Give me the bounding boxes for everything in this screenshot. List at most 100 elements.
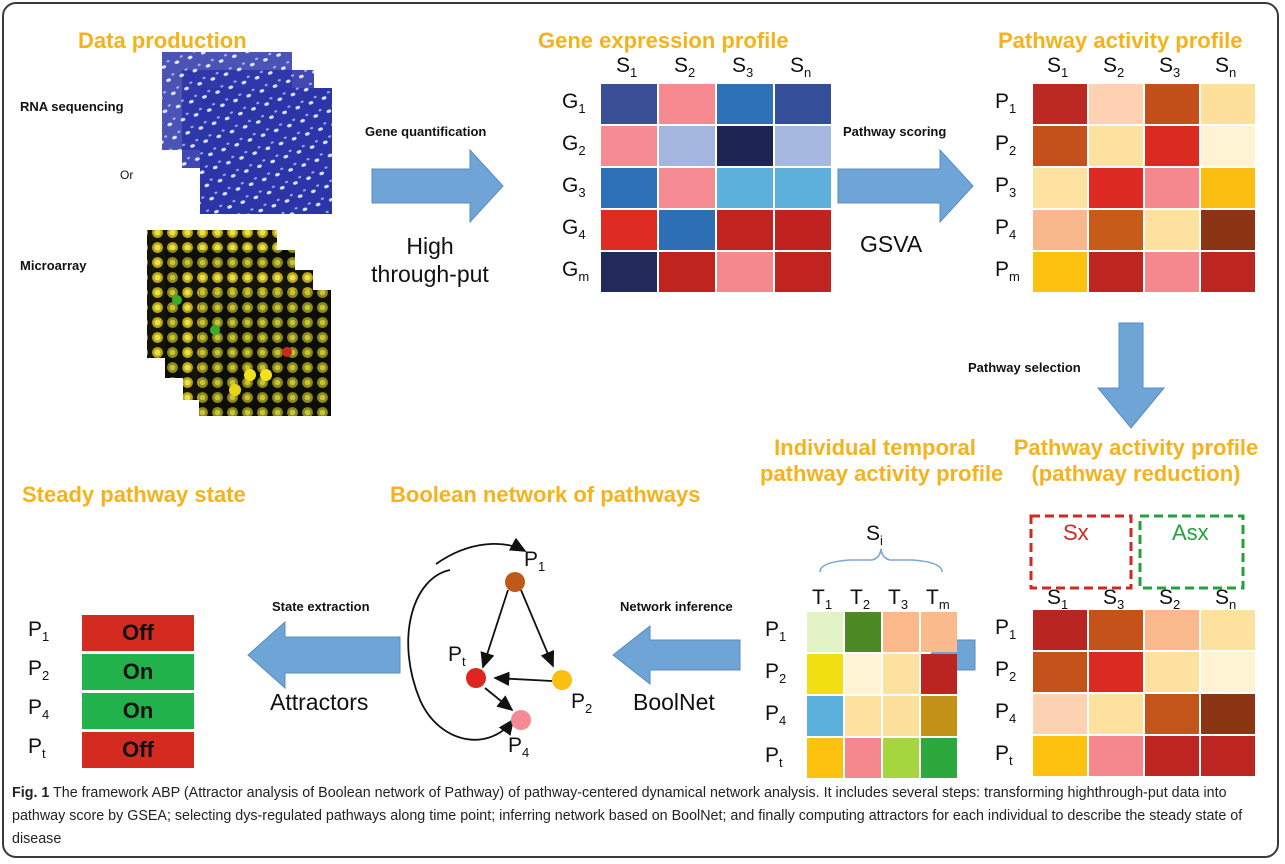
steady-row-label-3: Pt [28, 735, 46, 761]
pathway-scoring-label: Pathway scoring [843, 124, 947, 139]
gene-row-2-main: G [562, 174, 579, 197]
reduced-col-2: S2 [1159, 586, 1180, 612]
si-label: Si [866, 522, 883, 548]
steady-row-label-1-main: P [28, 657, 43, 680]
network-edges [407, 537, 555, 741]
temporal-cell [807, 738, 843, 778]
gene-cell [659, 168, 715, 208]
pathway-row-4-main: P [995, 258, 1010, 281]
temporal-cell [921, 738, 957, 778]
steady-state-0: Off [82, 615, 194, 651]
pathway-cell [1089, 84, 1143, 124]
temporal-cell [883, 654, 919, 694]
gene-cell [775, 168, 831, 208]
pathway-cell [1033, 84, 1087, 124]
reduced-row-1-main: P [995, 658, 1010, 681]
gene-col-1: S2 [674, 54, 695, 80]
node-label-p2: P2 [571, 690, 592, 716]
title-pathway-activity: Pathway activity profile [998, 28, 1243, 53]
pathway-row-4: Pm [995, 258, 1020, 284]
node-label-pt-sub: t [462, 654, 466, 670]
reduced-row-3-main: P [995, 742, 1010, 765]
pathway-row-2: P3 [995, 174, 1016, 200]
temporal-cell [807, 654, 843, 694]
gene-row-3-main: G [562, 216, 579, 239]
node-label-p2-main: P [571, 690, 586, 713]
temporal-row-2-main: P [765, 702, 780, 725]
reduced-col-0: S1 [1047, 586, 1068, 612]
steady-row-label-0-sub: 1 [42, 629, 50, 645]
temporal-cell [845, 696, 881, 736]
temporal-row-1-sub: 2 [779, 671, 787, 687]
pathway-cell [1145, 210, 1199, 250]
node-label-p2-sub: 2 [585, 701, 593, 717]
reduced-col-3-main: S [1215, 586, 1230, 609]
gene-cell [717, 84, 773, 124]
gene-col-0: S1 [616, 54, 637, 80]
reduced-row-0-sub: 1 [1009, 627, 1017, 643]
steady-row-label-0-main: P [28, 618, 43, 641]
gene-cell [601, 168, 657, 208]
high-throughput-line1: High [406, 233, 454, 259]
title-data-production: Data production [78, 28, 247, 53]
arrow-pathway-scoring [837, 148, 974, 224]
steady-row-label-0: P1 [28, 618, 49, 644]
temporal-cell [883, 696, 919, 736]
node-label-p1: P1 [524, 548, 545, 574]
reduced-cell [1089, 736, 1143, 776]
pathway-cell [1089, 252, 1143, 292]
steady-state-1: On [82, 654, 194, 690]
gene-cell [659, 252, 715, 292]
pathway-row-4-sub: m [1009, 269, 1020, 285]
edge-loop [407, 569, 515, 741]
title-steady-state: Steady pathway state [22, 482, 246, 507]
pathway-col-3-main: S [1215, 54, 1230, 77]
asx-box [1138, 514, 1245, 590]
pathway-col-3: Sn [1215, 54, 1236, 80]
network-inference-label: Network inference [620, 599, 733, 614]
reduced-cell [1145, 736, 1199, 776]
pathway-col-2-main: S [1159, 54, 1174, 77]
temporal-cell [883, 738, 919, 778]
microarray-image [147, 230, 331, 416]
steady-row-label-2-main: P [28, 696, 43, 719]
title-temporal-profile: Individual temporal pathway activity pro… [760, 435, 1004, 487]
arrow-network-inference [612, 624, 741, 686]
node-pt [466, 668, 486, 688]
pathway-col-0-main: S [1047, 54, 1062, 77]
reduced-cell [1145, 610, 1199, 650]
gene-cell [601, 252, 657, 292]
reduced-row-2-main: P [995, 700, 1010, 723]
si-brace [819, 548, 943, 573]
pathway-cell [1089, 210, 1143, 250]
temporal-cell [845, 612, 881, 652]
arrow-state-extraction [247, 620, 401, 690]
temporal-cell [883, 612, 919, 652]
gene-row-3-sub: 4 [578, 227, 586, 243]
gene-cell [601, 84, 657, 124]
gene-row-1-sub: 2 [578, 143, 586, 159]
temporal-col-0-main: T [812, 586, 825, 609]
pathway-cell [1201, 210, 1255, 250]
temporal-col-0: T1 [812, 586, 832, 612]
reduced-row-3: Pt [995, 742, 1013, 768]
title-temporal-line2: pathway activity profile [760, 461, 1004, 486]
gene-row-3: G4 [562, 216, 586, 242]
temporal-row-3: Pt [765, 744, 783, 770]
node-p4 [511, 710, 531, 730]
edge-p1-p2 [520, 589, 555, 668]
pathway-row-3-main: P [995, 216, 1010, 239]
steady-state-2: On [82, 693, 194, 729]
temporal-cell [845, 654, 881, 694]
gene-row-0-main: G [562, 90, 579, 113]
reduced-row-2: P4 [995, 700, 1016, 726]
reduced-row-1: P2 [995, 658, 1016, 684]
reduced-row-0-main: P [995, 616, 1010, 639]
reduced-col-2-sub: 2 [1173, 597, 1181, 613]
temporal-row-0-sub: 1 [779, 629, 787, 645]
node-label-pt: Pt [448, 643, 466, 669]
gene-cell [601, 210, 657, 250]
gene-row-1-main: G [562, 132, 579, 155]
reduced-col-1: S3 [1103, 586, 1124, 612]
gene-cell [717, 210, 773, 250]
